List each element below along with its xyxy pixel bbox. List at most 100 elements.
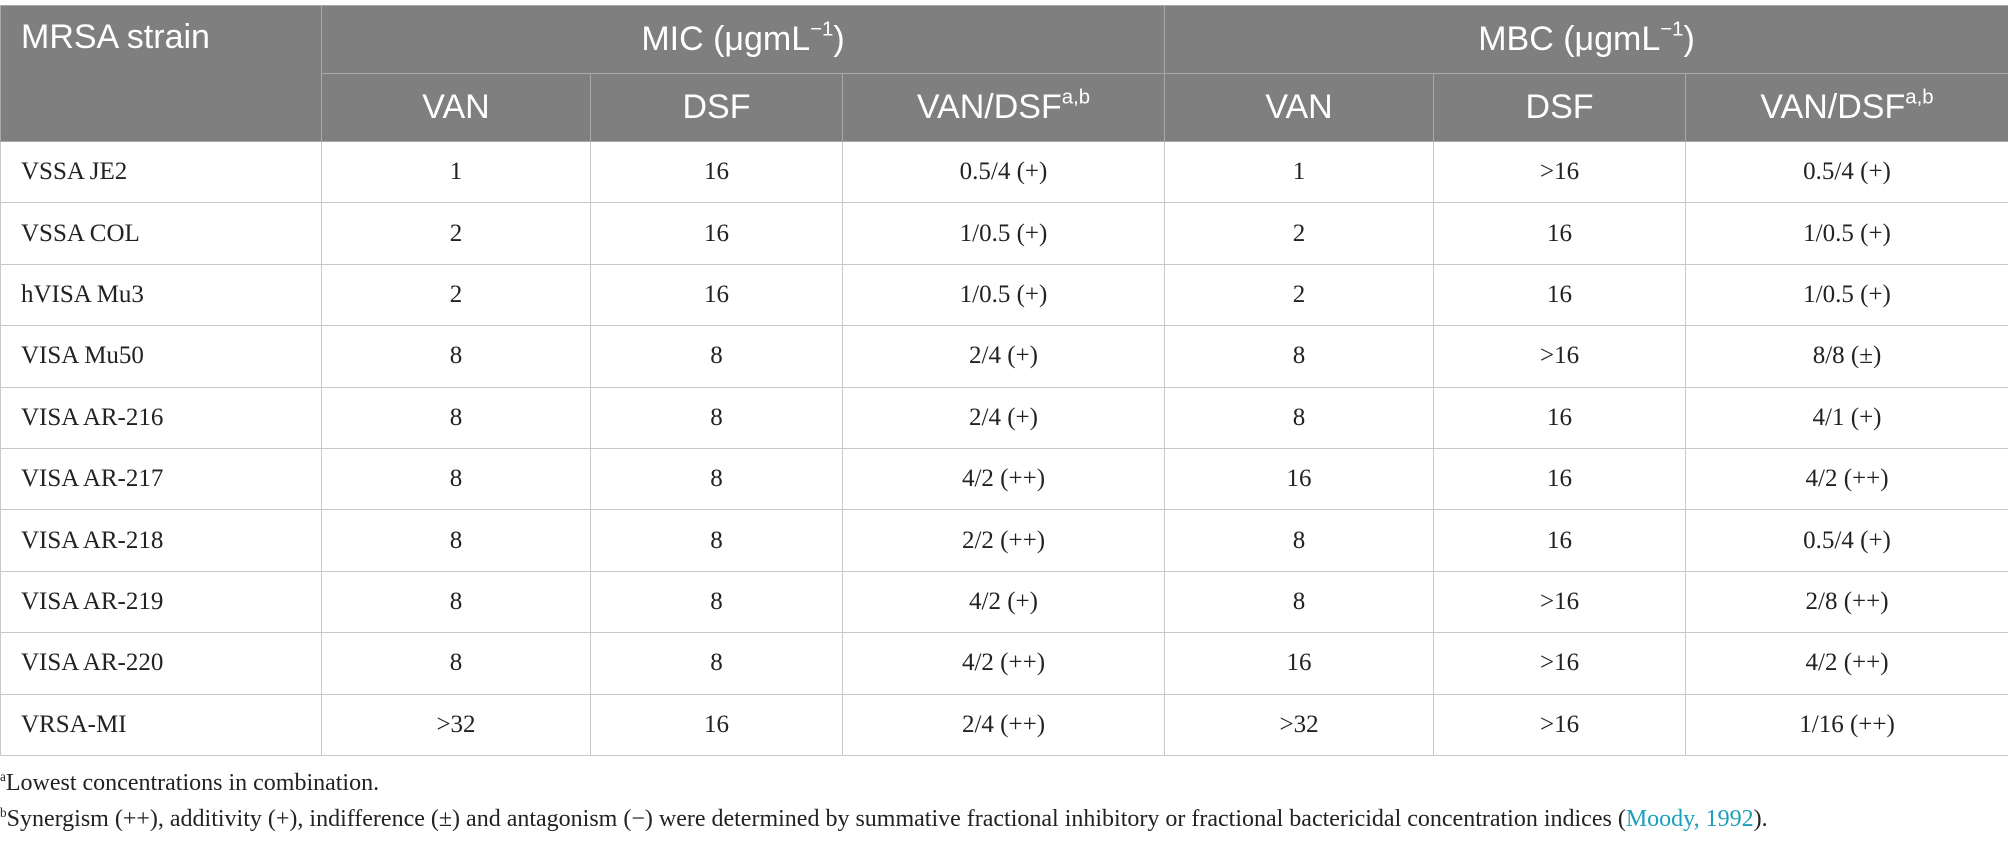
table-cell: 4/2 (++): [841, 447, 1166, 511]
table-cell: 2/4 (+): [841, 325, 1166, 388]
table-cell: 2/2 (++): [841, 509, 1166, 572]
table-cell: VISA AR-219: [0, 570, 322, 634]
table-cell: 1/0.5 (+): [1685, 202, 2008, 265]
header-superscript: a,b: [1905, 86, 1934, 109]
citation-link[interactable]: Moody, 1992: [1625, 806, 1754, 832]
table-cell: 4/2 (++): [841, 632, 1166, 695]
table-row: VISA AR-219 8 8 4/2 (+) 8 >16 2/8 (++): [0, 570, 2008, 634]
table-cell: 2: [1164, 202, 1435, 265]
table-row: VISA AR-220 8 8 4/2 (++) 16 >16 4/2 (++): [0, 632, 2008, 695]
table-cell: VRSA-MI: [0, 693, 322, 756]
table-cell: >32: [1164, 693, 1435, 756]
table-cell: 16: [1433, 202, 1687, 265]
header-cell: VAN/DSFa,b: [841, 73, 1166, 142]
table-cell: >16: [1433, 632, 1687, 695]
table-cell: 2: [1164, 263, 1435, 327]
header-text: VAN/DSF: [1760, 88, 1906, 126]
table-cell: 8: [321, 570, 591, 634]
header-text: MIC (μgmL: [641, 20, 811, 58]
table-cell: 2: [321, 202, 591, 265]
table-row: VSSA COL 2 16 1/0.5 (+) 2 16 1/0.5 (+): [0, 202, 2008, 265]
table-cell: 0.5/4 (+): [841, 140, 1166, 204]
header-text: MBC (μgmL: [1478, 20, 1661, 58]
table-row: VRSA-MI >32 16 2/4 (++) >32 >16 1/16 (++): [0, 693, 2008, 756]
footnote-b: bSynergism (++), additivity (+), indiffe…: [0, 806, 1768, 833]
header-text: ): [1683, 20, 1695, 58]
footnote-text: ).: [1753, 806, 1768, 832]
footnote-text: Lowest concentrations in combination.: [5, 770, 380, 796]
table-cell: 16: [590, 693, 843, 756]
table-cell: 8: [590, 386, 843, 449]
table-cell: 16: [1433, 509, 1687, 572]
table-cell: 1/0.5 (+): [1685, 263, 2008, 327]
footnote-text: Synergism (++), additivity (+), indiffer…: [6, 806, 1626, 832]
table-cell: 16: [1433, 263, 1687, 327]
header-cell: VAN: [321, 73, 591, 142]
table-cell: 8: [1164, 386, 1435, 449]
table-cell: 2/4 (+): [841, 386, 1166, 449]
header-cell: MRSA strain: [0, 5, 322, 142]
table-row: VISA AR-218 8 8 2/2 (++) 8 16 0.5/4 (+): [0, 509, 2008, 572]
table-row: hVISA Mu3 2 16 1/0.5 (+) 2 16 1/0.5 (+): [0, 263, 2008, 327]
table-cell: 0.5/4 (+): [1685, 509, 2008, 572]
table-cell: >16: [1433, 325, 1687, 388]
table-cell: 8: [1164, 570, 1435, 634]
table-cell: 1/16 (++): [1685, 693, 2008, 756]
footnote-marker: a: [0, 768, 6, 784]
table-cell: 2: [321, 263, 591, 327]
table-cell: VISA AR-216: [0, 386, 322, 449]
header-text: VAN: [422, 88, 490, 126]
table-cell: 1/0.5 (+): [841, 263, 1166, 327]
header-superscript: a,b: [1061, 86, 1091, 109]
table-row: VISA Mu50 8 8 2/4 (+) 8 >16 8/8 (±): [0, 325, 2008, 388]
table-cell: 1/0.5 (+): [841, 202, 1166, 265]
table-cell: 8: [321, 509, 591, 572]
table-cell: 8: [590, 632, 843, 695]
table-cell: VISA AR-217: [0, 447, 322, 511]
table-cell: 8: [1164, 325, 1435, 388]
header-text: VAN/DSF: [916, 88, 1062, 126]
table-cell: 16: [590, 140, 843, 204]
table-cell: 8: [321, 325, 591, 388]
table-cell: 2/8 (++): [1685, 570, 2008, 634]
footnote-a: aLowest concentrations in combination.: [0, 770, 379, 797]
table-cell: >16: [1433, 140, 1687, 204]
table-cell: 8: [321, 386, 591, 449]
table-cell: 4/1 (+): [1685, 386, 2008, 449]
table-cell: hVISA Mu3: [0, 263, 322, 327]
header-row: MRSA strain MIC (μgmL−1) MBC (μgmL−1): [0, 5, 2008, 142]
header-text: VAN: [1265, 88, 1333, 126]
header-superscript: −1: [810, 18, 834, 41]
table-cell: VISA AR-218: [0, 509, 322, 572]
table-cell: 0.5/4 (+): [1685, 140, 2008, 204]
table-cell: 16: [590, 263, 843, 327]
table-cell: 1: [321, 140, 591, 204]
table-cell: >16: [1433, 570, 1687, 634]
table-cell: 8: [321, 447, 591, 511]
table-cell: 16: [1433, 386, 1687, 449]
table-row: VSSA JE2 1 16 0.5/4 (+) 1 >16 0.5/4 (+): [0, 140, 2008, 204]
table-row: VISA AR-216 8 8 2/4 (+) 8 16 4/1 (+): [0, 386, 2008, 449]
table-cell: VISA AR-220: [0, 632, 322, 695]
table-cell: 8: [590, 509, 843, 572]
table-cell: 16: [1164, 632, 1435, 695]
table-cell: >16: [1433, 693, 1687, 756]
footnote-marker: b: [0, 804, 7, 820]
table-row: VISA AR-217 8 8 4/2 (++) 16 16 4/2 (++): [0, 447, 2008, 511]
table-header: MRSA strain MIC (μgmL−1) MBC (μgmL−1) VAN DS…: [0, 5, 2008, 142]
table-cell: VISA Mu50: [0, 325, 322, 388]
table-cell: 4/2 (+): [841, 570, 1166, 634]
table-cell: 4/2 (++): [1685, 632, 2008, 695]
table-cell: 8: [321, 632, 591, 695]
header-cell: VAN/DSFa,b: [1685, 73, 2008, 142]
table-cell: 16: [590, 202, 843, 265]
header-superscript: −1: [1660, 18, 1684, 41]
table-cell: 16: [1433, 447, 1687, 511]
header-cell: VAN: [1164, 73, 1435, 142]
table-cell: VSSA COL: [0, 202, 322, 265]
table-cell: 8/8 (±): [1685, 325, 2008, 388]
header-cell: DSF: [590, 73, 843, 142]
table-cell: >32: [321, 693, 591, 756]
data-table: MRSA strain MIC (μgmL−1) MBC (μgmL−1) VAN DS…: [0, 5, 2008, 756]
